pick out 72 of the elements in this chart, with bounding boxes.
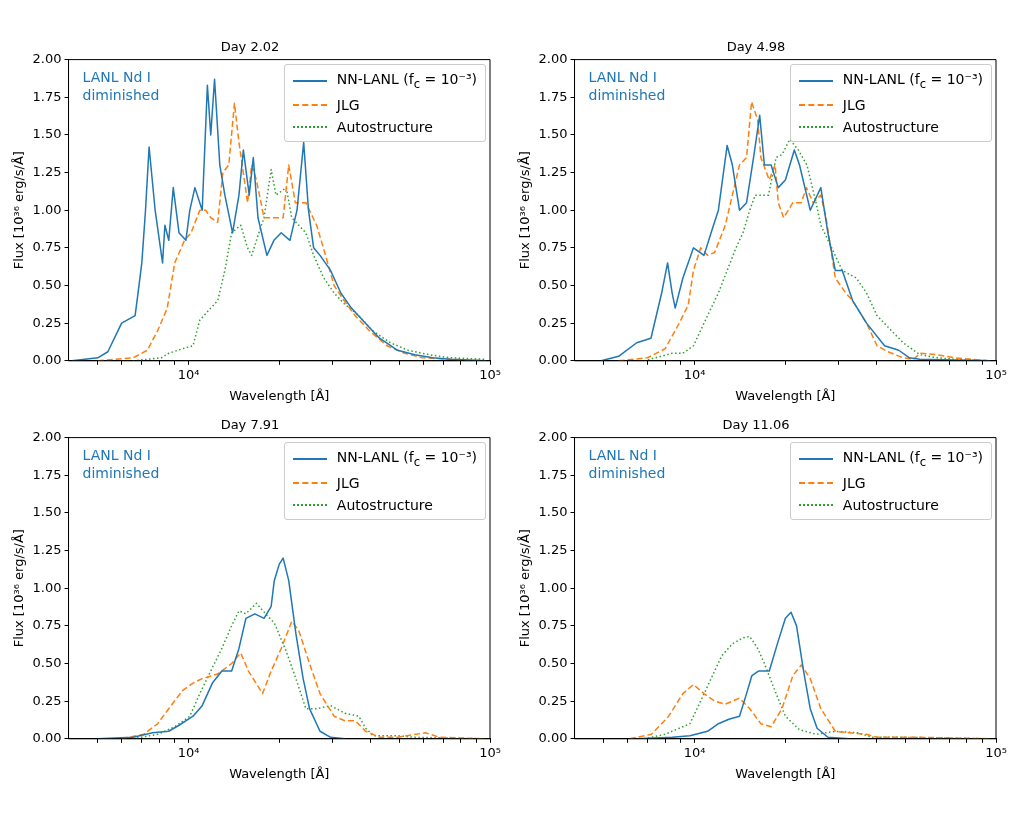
y-tick-label: 2.00 <box>538 428 568 444</box>
y-tick-label: 0.25 <box>32 692 62 708</box>
y-tick-label: 1.50 <box>538 126 568 142</box>
y-tick-label: 0.00 <box>32 730 62 746</box>
x-axis-title: Wavelength [Å] <box>735 765 836 781</box>
y-tick-label: 1.00 <box>32 201 62 217</box>
y-axis-title: Flux [10³⁶ erg/s/Å] <box>11 151 27 270</box>
y-tick-label: 1.75 <box>32 88 62 104</box>
legend-label: JLG <box>842 96 866 116</box>
legend-label: Autostructure <box>336 118 433 138</box>
chart-title: Day 4.98 <box>726 39 786 55</box>
legend-label: JLG <box>336 96 360 116</box>
y-tick-label: 0.50 <box>538 654 568 670</box>
y-tick-label: 0.00 <box>538 352 568 368</box>
x-tick-label: 10⁵ <box>985 744 1007 760</box>
x-axis-title: Wavelength [Å] <box>229 765 330 781</box>
x-tick-label: 10⁴ <box>177 366 200 382</box>
x-tick-label: 10⁴ <box>683 366 706 382</box>
y-tick-label: 2.00 <box>32 428 62 444</box>
y-tick-label: 1.00 <box>538 579 568 595</box>
annotation: LANL Nd I diminished <box>588 445 667 482</box>
y-tick-label: 1.75 <box>32 466 62 482</box>
x-tick-label: 10⁴ <box>177 744 200 760</box>
legend-label: Autostructure <box>842 496 939 516</box>
annotation: LANL Nd I diminished <box>82 445 161 482</box>
legend-label: JLG <box>336 474 360 494</box>
annotation: LANL Nd I diminished <box>82 67 161 104</box>
y-tick-label: 0.25 <box>32 314 62 330</box>
y-tick-label: 0.75 <box>32 617 62 633</box>
annotation: LANL Nd I diminished <box>588 67 667 104</box>
y-tick-label: 1.25 <box>32 163 62 179</box>
x-tick-label: 10⁵ <box>985 366 1007 382</box>
y-axis-title: Flux [10³⁶ erg/s/Å] <box>11 529 27 648</box>
y-tick-label: 0.25 <box>538 692 568 708</box>
chart-title: Day 7.91 <box>220 417 280 433</box>
y-tick-label: 1.75 <box>538 466 568 482</box>
y-tick-label: 0.75 <box>538 617 568 633</box>
legend-label: JLG <box>842 474 866 494</box>
legend-label: NN-LANL (f$_{c}$ = 10⁻³) <box>336 447 477 471</box>
y-tick-label: 0.75 <box>538 239 568 255</box>
y-tick-label: 1.50 <box>538 504 568 520</box>
x-tick-label: 10⁴ <box>683 744 706 760</box>
y-tick-label: 2.00 <box>32 50 62 66</box>
x-axis-title: Wavelength [Å] <box>735 387 836 403</box>
x-tick-label: 10⁵ <box>479 366 501 382</box>
y-tick-label: 1.50 <box>32 126 62 142</box>
y-tick-label: 1.50 <box>32 504 62 520</box>
legend-label: NN-LANL (f$_{c}$ = 10⁻³) <box>842 69 983 93</box>
y-tick-label: 0.50 <box>538 276 568 292</box>
y-tick-label: 1.25 <box>32 541 62 557</box>
y-tick-label: 0.25 <box>538 314 568 330</box>
legend-label: NN-LANL (f$_{c}$ = 10⁻³) <box>336 69 477 93</box>
legend-label: NN-LANL (f$_{c}$ = 10⁻³) <box>842 447 983 471</box>
x-axis-title: Wavelength [Å] <box>229 387 330 403</box>
y-tick-label: 1.25 <box>538 163 568 179</box>
y-tick-label: 2.00 <box>538 50 568 66</box>
y-tick-label: 1.75 <box>538 88 568 104</box>
legend-label: Autostructure <box>842 118 939 138</box>
x-tick-label: 10⁵ <box>479 744 501 760</box>
chart-title: Day 11.06 <box>722 417 790 433</box>
y-tick-label: 0.75 <box>32 239 62 255</box>
y-axis-title: Flux [10³⁶ erg/s/Å] <box>517 151 533 270</box>
y-tick-label: 0.00 <box>32 352 62 368</box>
y-tick-label: 1.00 <box>538 201 568 217</box>
y-tick-label: 1.00 <box>32 579 62 595</box>
y-tick-label: 0.50 <box>32 276 62 292</box>
y-axis-title: Flux [10³⁶ erg/s/Å] <box>517 529 533 648</box>
y-tick-label: 0.50 <box>32 654 62 670</box>
y-tick-label: 1.25 <box>538 541 568 557</box>
legend-label: Autostructure <box>336 496 433 516</box>
chart-title: Day 2.02 <box>220 39 280 55</box>
y-tick-label: 0.00 <box>538 730 568 746</box>
